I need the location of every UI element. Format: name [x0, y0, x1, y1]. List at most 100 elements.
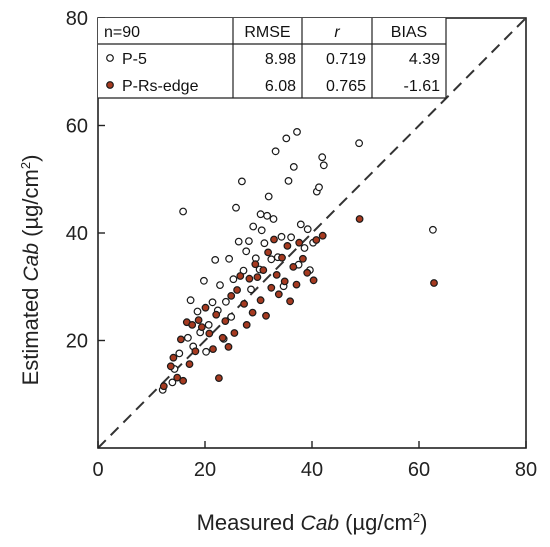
data-point [262, 311, 270, 320]
y-tick-label: 40 [66, 223, 88, 245]
data-point [293, 127, 301, 136]
data-point [175, 349, 184, 358]
data-point [289, 263, 298, 271]
data-point [216, 281, 224, 290]
data-point [248, 308, 257, 317]
data-point [264, 192, 273, 201]
data-point [224, 343, 233, 351]
data-point [272, 271, 281, 279]
x-tick-label: 0 [92, 459, 103, 481]
stats-value: 4.39 [409, 51, 440, 68]
data-point [282, 134, 291, 143]
data-point [280, 277, 289, 286]
data-point [199, 276, 208, 285]
data-point [355, 139, 364, 148]
data-point [244, 237, 253, 246]
data-point [204, 321, 213, 329]
one-to-one-line [97, 17, 527, 449]
data-point [221, 317, 230, 326]
legend-label: P-Rs-edge [122, 78, 199, 95]
stats-value: 0.765 [326, 78, 366, 95]
data-point [256, 296, 265, 305]
data-point [319, 161, 328, 170]
data-point [168, 378, 177, 387]
stats-header-rmse: RMSE [244, 24, 290, 41]
x-axis-title: Measured Cab (µg/cm2) [197, 510, 428, 535]
data-point [185, 360, 194, 369]
y-tick-label: 20 [66, 331, 88, 353]
stats-value: 0.719 [326, 51, 366, 68]
data-point [188, 321, 197, 329]
data-point [211, 256, 220, 264]
stats-table: n=90 RMSE r BIAS P-5 8.98 0.719 4.39 P-Rs-edge 6.… [98, 18, 447, 99]
series-p-5 [158, 127, 437, 394]
data-point [269, 215, 278, 223]
data-point [284, 176, 293, 185]
data-point [245, 274, 254, 283]
data-point [315, 183, 323, 192]
data-point [267, 283, 276, 292]
data-point [197, 323, 206, 332]
data-point [201, 303, 210, 312]
data-point [295, 238, 304, 247]
data-point [214, 374, 223, 383]
data-point [270, 235, 278, 244]
data-point [318, 231, 327, 240]
data-point [312, 236, 321, 244]
data-point [186, 296, 195, 305]
data-point [274, 290, 283, 299]
data-point [202, 347, 211, 356]
data-point [253, 273, 262, 282]
data-point [183, 333, 192, 342]
data-point [227, 313, 236, 321]
stats-value: 6.08 [265, 78, 296, 95]
stats-header-bias: BIAS [391, 24, 427, 41]
data-point [176, 335, 185, 344]
data-point [237, 177, 246, 186]
data-point [287, 233, 296, 242]
y-tick-label: 80 [66, 8, 88, 30]
data-point [260, 239, 269, 248]
data-point [230, 329, 239, 337]
data-point [300, 244, 309, 252]
data-point [263, 211, 272, 220]
x-tick-label: 40 [301, 459, 323, 481]
data-point [299, 254, 307, 263]
data-point [278, 253, 286, 262]
data-point [259, 266, 268, 275]
data-point [303, 268, 312, 277]
data-point [242, 247, 251, 256]
data-point [247, 285, 255, 294]
tick-labels: 0 20 40 60 80 20 40 60 80 [66, 8, 537, 481]
series-p-rs-edge [159, 215, 438, 391]
data-points [97, 17, 527, 449]
data-point [264, 248, 273, 257]
data-point [251, 260, 260, 269]
data-point [208, 298, 217, 307]
y-axis-title: Estimated Cab (µg/cm2) [18, 155, 43, 386]
data-point [289, 162, 298, 171]
stats-value: 8.98 [265, 51, 296, 68]
data-point [318, 153, 327, 162]
data-point [166, 362, 175, 371]
data-point [286, 297, 295, 306]
data-point [212, 310, 221, 319]
x-tick-label: 20 [194, 459, 216, 481]
data-point [296, 220, 305, 229]
x-tick-label: 60 [408, 459, 430, 481]
data-point [233, 286, 242, 294]
data-point [227, 292, 236, 300]
stats-table-background [98, 18, 446, 98]
data-point [194, 316, 203, 325]
legend-label: P-5 [122, 51, 147, 68]
data-point [221, 297, 230, 306]
data-point [257, 226, 266, 235]
data-point [429, 225, 437, 234]
data-point [191, 347, 200, 356]
data-point [159, 382, 168, 391]
data-point [240, 300, 249, 308]
stats-header-r: r [334, 24, 340, 41]
data-point [193, 307, 202, 316]
data-point [430, 279, 438, 287]
